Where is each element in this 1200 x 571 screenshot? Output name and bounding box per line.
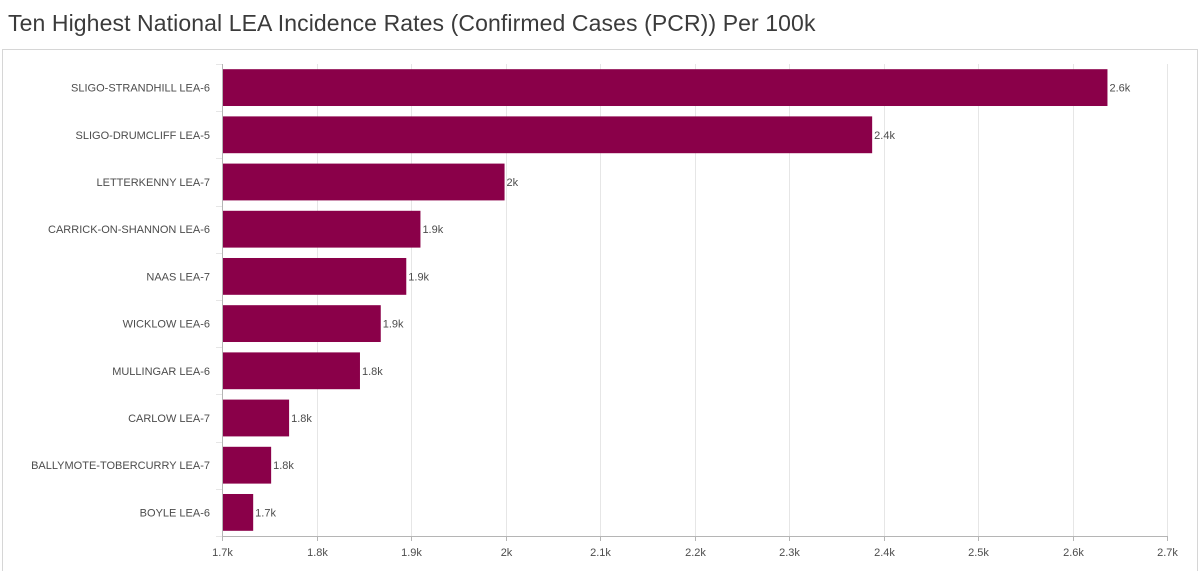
x-tick-label: 2.2k <box>685 547 706 559</box>
x-tick-label: 2.4k <box>874 547 895 559</box>
bars <box>223 69 1108 531</box>
category-label: SLIGO-DRUMCLIFF LEA-5 <box>76 130 210 142</box>
data-label: 2k <box>507 177 519 189</box>
data-labels: 2.6k 2.4k 2k 1.9k 1.9k 1.9k 1.8k 1.8k 1.8k 1.7k <box>255 83 1131 520</box>
x-tick-label: 2.7k <box>1157 547 1178 559</box>
x-tick-label: 2.6k <box>1063 547 1084 559</box>
x-axis: 1.7k 1.8k 1.9k 2k 2.1k 2.2k 2.3k 2.4k 2.5k 2.6k 2.… <box>212 536 1178 559</box>
x-tick-label: 2.5k <box>968 547 989 559</box>
bar[interactable] <box>223 493 254 531</box>
bar[interactable] <box>223 257 407 295</box>
category-label: CARRICK-ON-SHANNON LEA-6 <box>48 224 210 236</box>
category-label: LETTERKENNY LEA-7 <box>96 177 210 189</box>
category-label: SLIGO-STRANDHILL LEA-6 <box>71 83 210 95</box>
data-label: 1.8k <box>273 460 294 472</box>
bar[interactable] <box>223 352 360 390</box>
x-tick-label: 2.3k <box>779 547 800 559</box>
category-label: CARLOW LEA-7 <box>128 413 210 425</box>
data-label: 1.8k <box>362 366 383 378</box>
data-label: 1.9k <box>383 319 404 331</box>
bar[interactable] <box>223 399 290 437</box>
x-tick-label: 1.7k <box>212 547 233 559</box>
category-label: BALLYMOTE-TOBERCURRY LEA-7 <box>31 460 210 472</box>
data-label: 2.6k <box>1109 83 1130 95</box>
category-labels: SLIGO-STRANDHILL LEA-6 SLIGO-DRUMCLIFF LE… <box>31 83 210 520</box>
chart-panel <box>2 49 1198 571</box>
data-label: 1.7k <box>255 507 276 519</box>
x-tick-label: 2k <box>501 547 513 559</box>
category-label: MULLINGAR LEA-6 <box>112 366 210 378</box>
chart-title: Ten Highest National LEA Incidence Rates… <box>8 10 816 36</box>
title-bar: Ten Highest National LEA Incidence Rates… <box>0 0 1200 50</box>
category-label: NAAS LEA-7 <box>146 271 210 283</box>
bar[interactable] <box>223 116 873 154</box>
category-label: BOYLE LEA-6 <box>140 507 210 519</box>
bar[interactable] <box>223 446 272 484</box>
bar[interactable] <box>223 305 381 343</box>
bar[interactable] <box>223 210 421 248</box>
x-tick-label: 1.9k <box>401 547 422 559</box>
x-tick-label: 1.8k <box>307 547 328 559</box>
category-label: WICKLOW LEA-6 <box>123 319 210 331</box>
data-label: 2.4k <box>874 130 895 142</box>
data-label: 1.9k <box>408 271 429 283</box>
x-tick-label: 2.1k <box>590 547 611 559</box>
data-label: 1.9k <box>422 224 443 236</box>
bar[interactable] <box>223 163 505 201</box>
data-label: 1.8k <box>291 413 312 425</box>
bar[interactable] <box>223 69 1108 107</box>
